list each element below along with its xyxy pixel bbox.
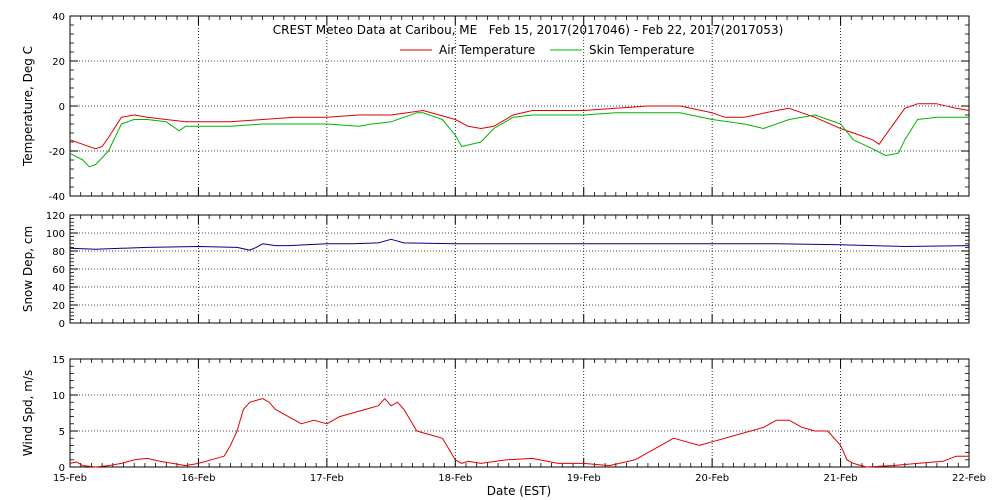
x-tick-labels: 15-Feb 16-Feb 17-Feb 18-Feb 19-Feb 20-Feb 21-F… <box>53 473 986 484</box>
y-tick-label: 20 <box>52 301 65 312</box>
panels: -40 -20 0 20 40 Temperature, Deg C 0 20 40 60 80 10… <box>21 12 986 484</box>
legend-label-air: Air Temperature <box>439 43 535 57</box>
y-tick-label: 5 <box>59 427 65 438</box>
chart-title: CREST Meteo Data at Caribou, ME Feb 15, … <box>273 23 784 37</box>
y-axis-label: Snow Dep, cm <box>21 226 35 312</box>
y-tick-label: -20 <box>49 147 65 158</box>
y-axis-label: Wind Spd, m/s <box>21 370 35 456</box>
y-tick-label: 40 <box>52 283 65 294</box>
panel-3: 0 5 10 15 Wind Spd, m/s <box>21 355 970 474</box>
y-tick-label: 0 <box>59 319 65 330</box>
legend-label-skin: Skin Temperature <box>589 43 694 57</box>
series-line-3-1 <box>69 398 969 468</box>
x-tick-label: 16-Feb <box>181 473 215 484</box>
y-tick-label: -40 <box>49 192 65 203</box>
y-tick-label: 80 <box>52 247 65 258</box>
x-tick-label: 20-Feb <box>695 473 729 484</box>
y-tick-label: 0 <box>59 102 65 113</box>
y-tick-label: 40 <box>52 12 65 23</box>
y-tick-label: 15 <box>52 355 65 366</box>
panel-2: 0 20 40 60 80 100 120 Snow Dep, cm <box>21 211 970 330</box>
y-tick-label: 20 <box>52 57 65 68</box>
x-axis-label: Date (EST) <box>487 484 551 498</box>
y-tick-label: 60 <box>52 265 65 276</box>
y-axis-label: Temperature, Deg C <box>21 46 35 167</box>
x-tick-label: 18-Feb <box>438 473 472 484</box>
x-tick-label: 19-Feb <box>567 473 601 484</box>
y-tick-label: 120 <box>46 211 65 222</box>
series-line-1-2 <box>69 112 969 168</box>
series-line-1-1 <box>69 103 970 150</box>
y-tick-label: 100 <box>46 229 65 240</box>
series-line-2-1 <box>69 238 970 251</box>
y-tick-label: 10 <box>52 391 65 402</box>
x-tick-label: 21-Feb <box>824 473 858 484</box>
x-tick-label: 22-Feb <box>952 473 986 484</box>
legend: Air Temperature Skin Temperature <box>400 43 694 57</box>
panel-1: -40 -20 0 20 40 Temperature, Deg C <box>21 12 970 203</box>
x-tick-label: 17-Feb <box>310 473 344 484</box>
y-tick-label: 0 <box>59 463 65 474</box>
x-tick-label: 15-Feb <box>53 473 87 484</box>
